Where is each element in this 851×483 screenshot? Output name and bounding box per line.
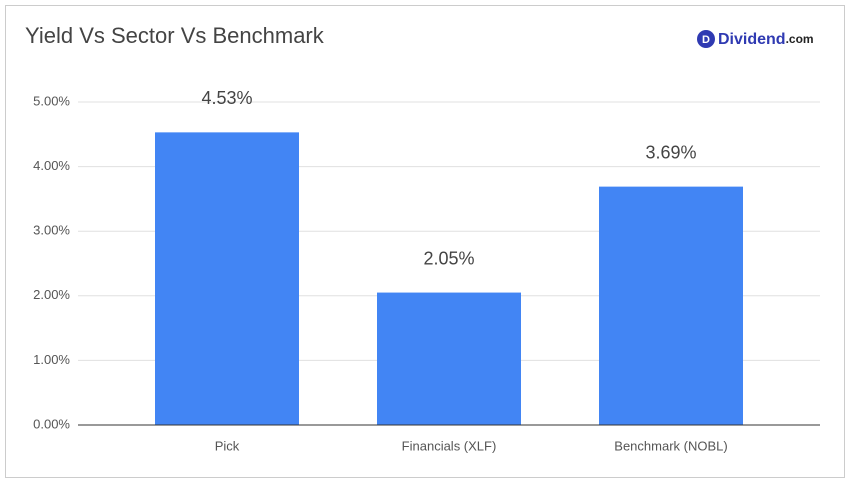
y-tick-label: 1.00% [33,352,70,367]
y-tick-label: 3.00% [33,223,70,238]
chart-title: Yield Vs Sector Vs Benchmark [25,23,325,48]
y-tick-label: 4.00% [33,158,70,173]
logo-suffix: .com [786,32,814,46]
logo-name: Dividend.com [718,31,814,48]
value-label: 2.05% [423,248,474,268]
x-tick-label: Benchmark (NOBL) [614,438,727,453]
logo-name-text: Dividend [718,31,786,48]
x-tick-label: Pick [215,438,240,453]
y-tick-label: 5.00% [33,93,70,108]
bar [599,186,743,425]
y-tick-label: 0.00% [33,416,70,431]
value-label: 3.69% [645,142,696,162]
logo[interactable]: D Dividend.com [697,30,814,48]
logo-icon: D [702,34,710,46]
logo-icon-bg [697,30,715,48]
value-label: 4.53% [201,88,252,108]
x-tick-label: Financials (XLF) [402,438,497,453]
bar [155,132,299,425]
bar [377,292,521,425]
y-tick-label: 2.00% [33,287,70,302]
